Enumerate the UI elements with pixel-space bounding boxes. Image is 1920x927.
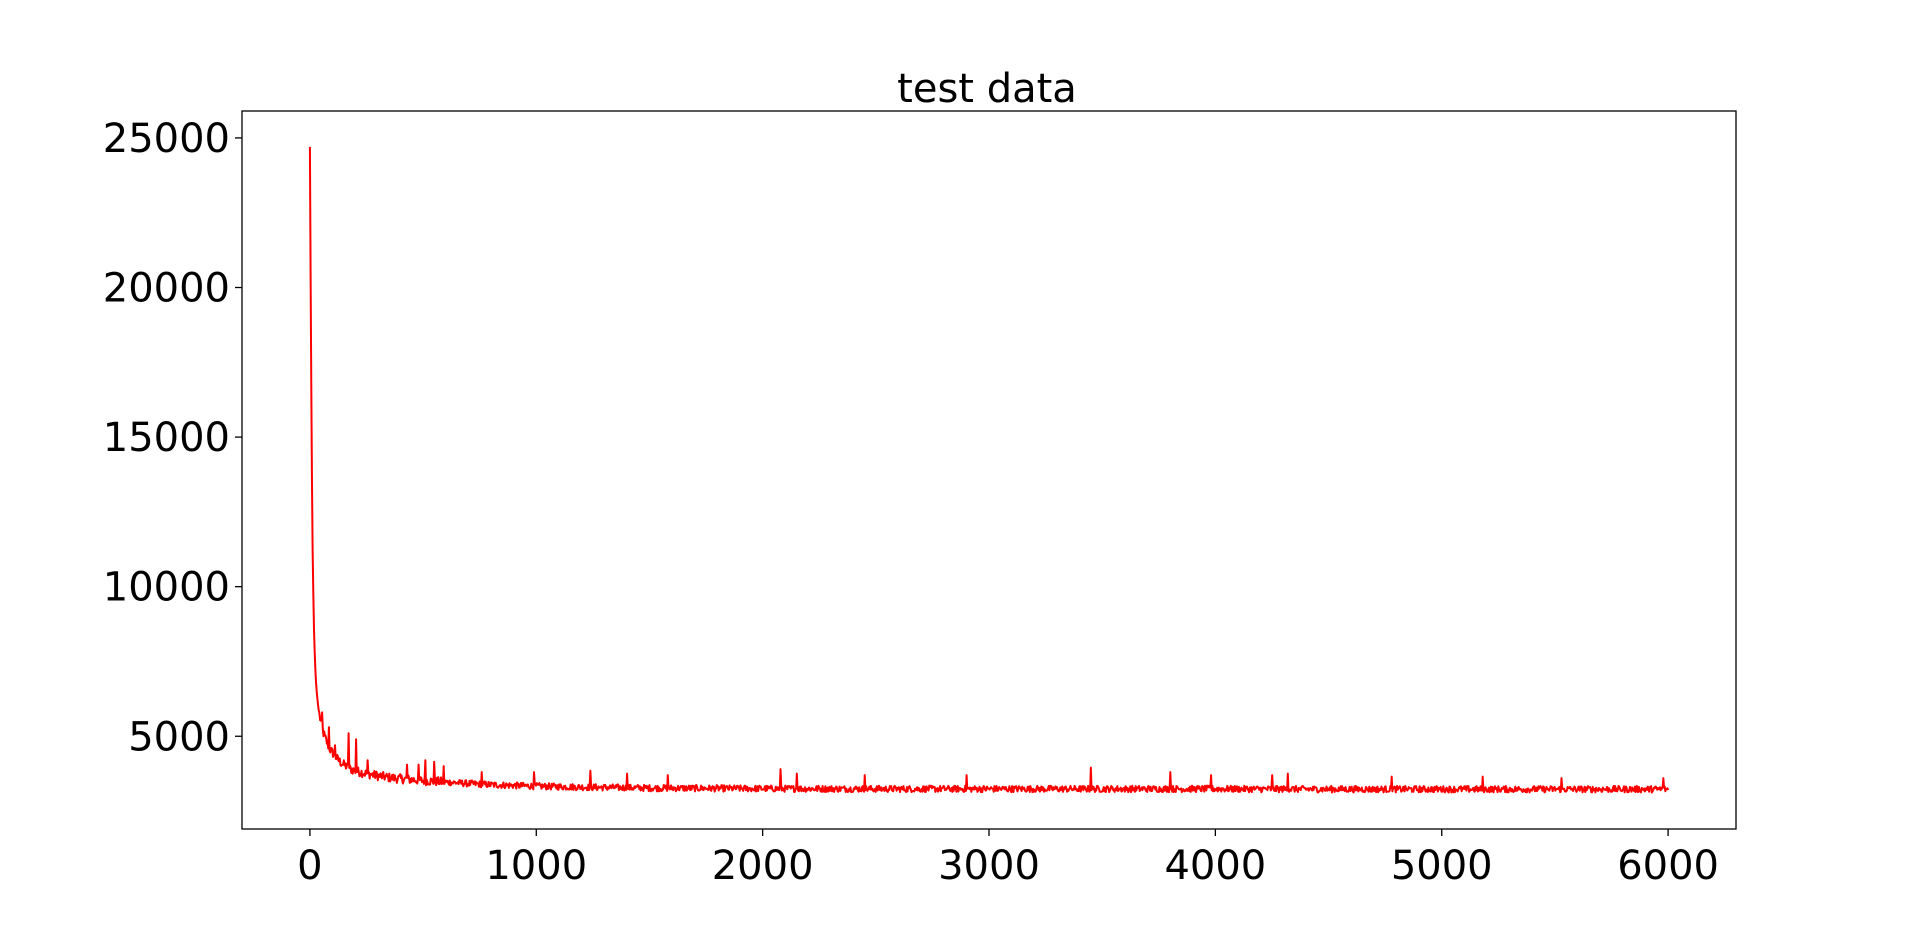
x-tick-label: 0 [297,843,322,889]
y-tick-label: 25000 [103,116,230,162]
x-tick-label: 5000 [1391,843,1493,889]
series-line [308,146,1670,794]
x-tick-label: 1000 [485,843,587,889]
y-tick-label: 20000 [103,266,230,312]
x-tick-label: 3000 [938,843,1040,889]
x-tick-label: 4000 [1164,843,1266,889]
plot-frame [241,110,1737,830]
x-tick-label: 6000 [1617,843,1719,889]
x-tick-label: 2000 [712,843,814,889]
chart-title: test data [897,66,1077,112]
y-tick-label: 15000 [103,415,230,461]
y-tick-label: 5000 [128,714,230,760]
x-axis: 0 1000 2000 3000 4000 5000 6000 [297,829,1719,889]
plot-area [308,146,1670,794]
y-axis: 5000 10000 15000 20000 25000 [103,116,242,760]
y-tick-label: 10000 [103,565,230,611]
